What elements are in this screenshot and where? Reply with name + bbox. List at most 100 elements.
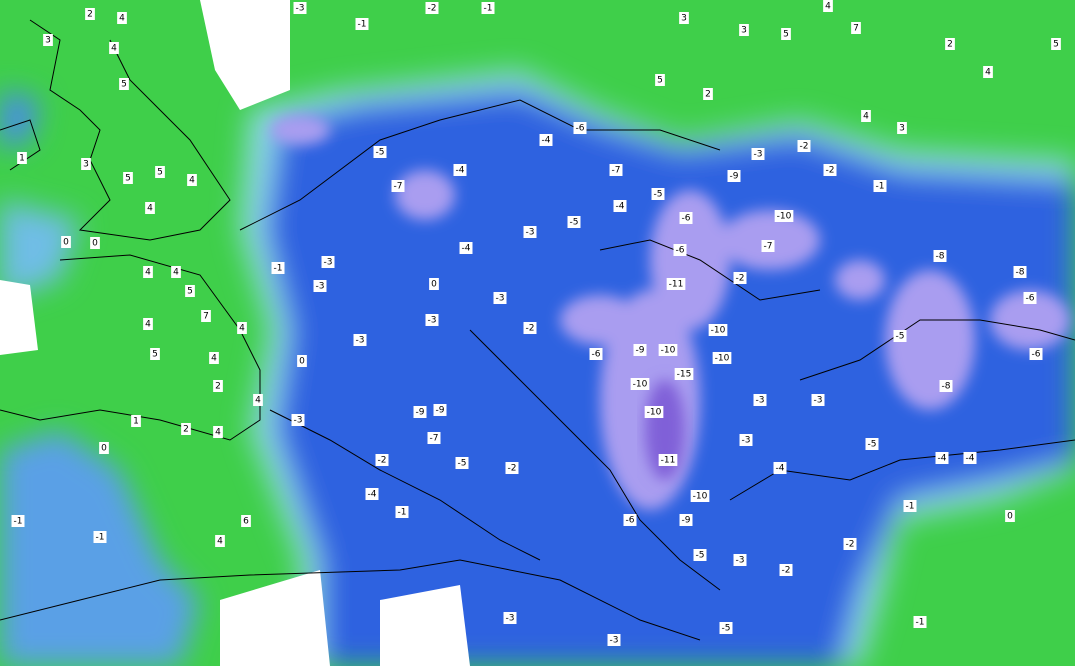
- label-box: [945, 38, 955, 50]
- label-box: [145, 202, 155, 214]
- label-box: [85, 8, 95, 20]
- value-label: -9: [416, 408, 425, 418]
- value-label: -9: [636, 346, 645, 356]
- label-box: [131, 415, 141, 427]
- value-label: -9: [436, 406, 445, 416]
- label-box: [933, 250, 947, 262]
- label-box: [373, 146, 387, 158]
- label-box: [712, 352, 732, 364]
- label-box: [215, 535, 225, 547]
- label-box: [963, 452, 977, 464]
- label-box: [143, 318, 153, 330]
- value-label: -2: [508, 464, 517, 474]
- value-label: -8: [942, 382, 951, 392]
- value-label: -4: [776, 464, 785, 474]
- label-box: [375, 454, 389, 466]
- value-label: -5: [696, 551, 705, 561]
- label-box: [739, 24, 749, 36]
- label-box: [761, 240, 775, 252]
- label-box: [851, 22, 861, 34]
- label-box: [658, 454, 678, 466]
- label-box: [237, 322, 247, 334]
- value-label: -4: [542, 136, 551, 146]
- value-label: -6: [682, 214, 691, 224]
- label-box: [43, 34, 53, 46]
- value-label: 2: [183, 425, 189, 435]
- label-box: [241, 515, 251, 527]
- label-box: [429, 278, 439, 290]
- value-label: -3: [610, 636, 619, 646]
- label-box: [823, 164, 837, 176]
- label-box: [427, 432, 441, 444]
- label-box: [658, 344, 678, 356]
- label-box: [395, 506, 409, 518]
- value-label: -4: [616, 202, 625, 212]
- value-label: -3: [316, 282, 325, 292]
- value-label: -1: [398, 508, 407, 518]
- value-label: -1: [96, 533, 105, 543]
- label-box: [719, 622, 733, 634]
- value-label: -3: [814, 396, 823, 406]
- label-box: [630, 378, 650, 390]
- value-label: -3: [742, 436, 751, 446]
- value-label: 2: [947, 40, 953, 50]
- value-label: -7: [612, 166, 621, 176]
- value-label: -8: [1016, 268, 1025, 278]
- label-box: [1051, 38, 1061, 50]
- value-label: 4: [239, 324, 245, 334]
- value-label: 0: [101, 444, 107, 454]
- value-label: 2: [215, 382, 221, 392]
- value-label: -7: [394, 182, 403, 192]
- value-label: -1: [484, 4, 493, 14]
- value-label: 3: [741, 26, 747, 36]
- value-label: 5: [783, 30, 789, 40]
- label-box: [355, 18, 369, 30]
- label-box: [321, 256, 335, 268]
- label-box: [774, 210, 794, 222]
- label-box: [679, 212, 693, 224]
- value-label: 3: [681, 14, 687, 24]
- label-box: [297, 355, 307, 367]
- value-label: -8: [936, 252, 945, 262]
- label-box: [455, 457, 469, 469]
- value-label: -10: [715, 354, 730, 364]
- value-label: -4: [368, 490, 377, 500]
- value-label: -2: [378, 456, 387, 466]
- label-box: [119, 78, 129, 90]
- value-label: -6: [592, 350, 601, 360]
- label-box: [811, 394, 825, 406]
- label-box: [607, 634, 621, 646]
- value-label: -4: [456, 166, 465, 176]
- value-label: 5: [1053, 40, 1059, 50]
- value-label: -6: [1032, 350, 1041, 360]
- value-label: 0: [92, 239, 98, 249]
- value-label: 3: [45, 36, 51, 46]
- label-box: [708, 324, 728, 336]
- label-box: [935, 452, 949, 464]
- value-label: -15: [677, 370, 692, 380]
- label-box: [679, 12, 689, 24]
- value-label: -3: [356, 336, 365, 346]
- label-box: [155, 166, 165, 178]
- value-label: 5: [152, 350, 158, 360]
- label-box: [481, 2, 495, 14]
- label-box: [17, 152, 27, 164]
- label-box: [903, 500, 917, 512]
- value-label: -10: [647, 408, 662, 418]
- value-label: 5: [157, 168, 163, 178]
- label-box: [61, 236, 71, 248]
- value-label: -5: [654, 190, 663, 200]
- label-box: [983, 66, 993, 78]
- label-box: [425, 314, 439, 326]
- value-label: -4: [938, 454, 947, 464]
- value-label: -1: [916, 618, 925, 628]
- label-box: [187, 174, 197, 186]
- label-box: [633, 344, 647, 356]
- value-label: -10: [777, 212, 792, 222]
- label-box: [213, 380, 223, 392]
- label-box: [81, 158, 91, 170]
- cold-cores: [270, 115, 1070, 510]
- label-box: [353, 334, 367, 346]
- label-box: [823, 0, 833, 12]
